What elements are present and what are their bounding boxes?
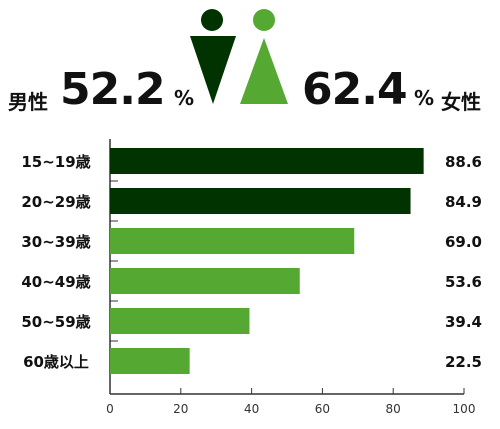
female-label: 女性 [441, 90, 481, 114]
x-tick-label: 80 [386, 402, 401, 416]
bar [110, 308, 250, 334]
data-label: 39.4 [445, 313, 482, 331]
bar [110, 268, 300, 294]
data-label: 22.5 [445, 353, 482, 371]
x-tick-label: 20 [173, 402, 188, 416]
male-person-icon [190, 9, 236, 104]
male-label: 男性 [8, 90, 48, 114]
category-label: 40~49歳 [21, 273, 90, 291]
category-label: 15~19歳 [21, 153, 90, 171]
data-label: 53.6 [445, 273, 482, 291]
bar [110, 228, 355, 254]
data-label: 69.0 [445, 233, 482, 251]
x-tick-label: 60 [315, 402, 330, 416]
data-label: 84.9 [445, 193, 482, 211]
category-label: 50~59歳 [21, 313, 90, 331]
female-person-icon [240, 9, 288, 104]
bar [110, 148, 424, 174]
female-percent-value: 62.4 [302, 64, 408, 115]
x-tick-label: 100 [453, 402, 476, 416]
x-tick-label: 0 [106, 402, 114, 416]
bar [110, 348, 190, 374]
data-label: 88.6 [445, 153, 482, 171]
category-label: 30~39歳 [21, 233, 90, 251]
bar [110, 188, 411, 214]
male-percent-unit: % [174, 86, 195, 110]
female-percent-unit: % [414, 86, 435, 110]
category-label: 60歳以上 [23, 353, 89, 371]
x-tick-label: 40 [244, 402, 259, 416]
category-label: 20~29歳 [21, 193, 90, 211]
male-percent-value: 52.2 [60, 64, 166, 115]
